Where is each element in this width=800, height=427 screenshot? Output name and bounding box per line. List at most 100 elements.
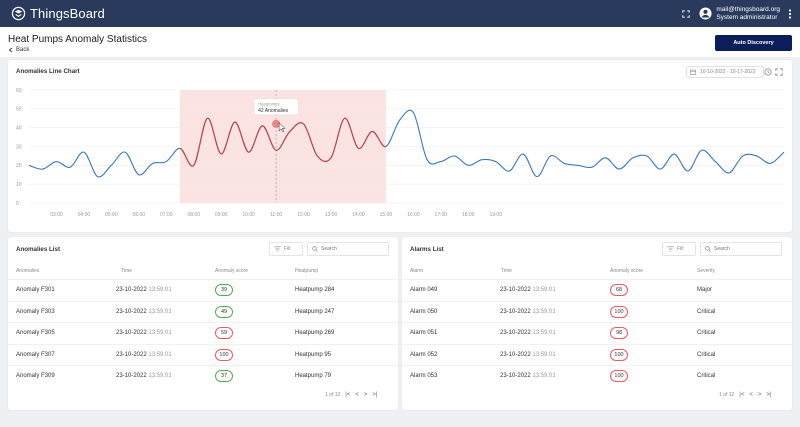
search-icon [312,246,318,252]
back-link[interactable]: Back [8,47,29,53]
first-page-icon[interactable]: |< [739,392,745,398]
score-badge: 100 [610,348,628,361]
score-badge: 100 [215,348,233,361]
tooltip-box [253,98,299,116]
row-clock: 13:59:01 [532,308,556,315]
table-row[interactable]: Anomaly F307 23-10-2022 13:59:01 100 Heatpu… [8,343,398,365]
x-tick-label: 14:00 [352,212,365,218]
table-row[interactable]: Alarm 053 23-10-2022 13:59:01 100 Critical [402,365,792,386]
user-email: mail@thingsboard.org [716,6,780,13]
x-tick-label: 11:00 [270,212,282,218]
row-time: 23-10-2022 13:59:01 [500,352,556,358]
row-clock: 13:59:01 [532,373,556,379]
row-time: 23-10-2022 13:59:01 [116,287,172,293]
alarms-search-input[interactable] [714,246,774,252]
anomalies-pagination: 1 of 12 |< < > >| [325,392,377,398]
x-tick-label: 13:00 [325,212,338,218]
date-range-text: 10-10-2022 - 10-17-2022 [700,69,756,75]
row-heatpump: Heatpump 269 [295,330,335,336]
previous-page-icon[interactable]: < [749,392,753,398]
x-tick-label: 07:00 [160,212,173,218]
table-row[interactable]: Anomaly F301 23-10-2022 13:59:01 39 Heatpum… [8,279,398,300]
x-tick-label: 10:00 [242,212,255,218]
row-clock: 13:59:01 [532,351,556,358]
y-tick-label: 0 [16,201,19,207]
table-row[interactable]: Alarm 049 23-10-2022 13:59:01 68 Major [402,279,792,300]
top-bar: ThingsBoard mail@thingsboard.org System … [0,0,800,27]
thingsboard-logo-icon [11,6,26,21]
x-tick-label: 05:00 [105,212,118,218]
row-clock: 13:59:01 [148,351,172,358]
first-page-icon[interactable]: |< [345,392,351,398]
tooltip-label: Heatpumps [258,101,279,106]
anomalies-line-chart: 0 10 20 30 40 50 60 03:00 04:00 05:00 06:00 07:00 08… [16,88,785,218]
row-date: 23-10-2022 [500,287,531,293]
row-severity: Major [697,287,713,293]
row-severity: Critical [697,351,716,358]
app-logo[interactable]: ThingsBoard [11,6,105,21]
x-tick-label: 17:00 [435,212,448,218]
last-page-icon[interactable]: >| [766,392,772,398]
table-row[interactable]: Alarm 051 23-10-2022 13:59:01 98 Critical [402,322,792,343]
filter-label: Filt [677,246,684,252]
column-header-anomaly-score[interactable]: Anomaly score [215,268,249,274]
row-heatpump: Heatpump 247 [295,308,335,315]
page-header [0,27,800,57]
account-icon[interactable] [699,7,712,20]
filter-label: Filt [284,246,291,252]
table-row[interactable]: Anomaly F305 23-10-2022 13:59:01 59 Heatpum… [8,322,398,343]
fullscreen-icon[interactable] [682,9,690,18]
score-badge: 59 [215,327,233,339]
x-tick-label: 16:00 [407,212,420,218]
row-date: 23-10-2022 [500,351,531,358]
column-header-alarm[interactable]: Alarm [410,268,424,274]
x-tick-label: 15:00 [380,212,393,218]
column-header-anomaly-score[interactable]: Anomaly score [610,268,644,274]
table-row[interactable]: Alarm 052 23-10-2022 13:59:01 100 Critical [402,343,792,365]
row-heatpump: Heatpump 95 [295,351,332,358]
anomalies-search-box[interactable] [307,242,389,256]
row-date: 23-10-2022 [116,287,147,293]
table-row[interactable]: Alarm 050 23-10-2022 13:59:01 100 Critical [402,300,792,322]
row-time: 23-10-2022 13:59:01 [116,373,172,379]
alarms-filter-button[interactable]: Filt [662,242,696,256]
calendar-icon [690,69,696,75]
table-row[interactable]: Anomaly F309 23-10-2022 13:59:01 37 Heatpum… [8,365,398,386]
tooltip-point [272,119,281,128]
fullscreen-icon[interactable] [775,68,783,76]
table-row[interactable]: Anomaly F303 23-10-2022 13:59:01 49 Heatpum… [8,300,398,322]
row-name: Alarm 052 [410,351,438,358]
column-header-heatpump[interactable]: Heatpump [295,268,319,274]
row-time: 23-10-2022 13:59:01 [500,309,556,315]
last-page-icon[interactable]: >| [372,392,378,398]
date-range-picker[interactable]: 10-10-2022 - 10-17-2022 [686,66,764,78]
column-header-anomalies[interactable]: Anomalies [16,268,40,274]
row-time: 23-10-2022 13:59:01 [116,309,172,315]
alarms-search-box[interactable] [700,242,782,256]
x-tick-label: 08:00 [187,212,200,218]
next-page-icon[interactable]: > [757,392,762,398]
column-header-time[interactable]: Time [501,268,512,274]
row-clock: 13:59:01 [148,373,172,379]
kebab-menu-icon[interactable] [788,8,792,19]
previous-page-icon[interactable]: < [355,392,359,398]
y-tick-label: 30 [16,144,22,150]
series-line [28,109,785,178]
anomalies-filter-button[interactable]: Filt [269,242,303,256]
column-header-time[interactable]: Time [121,268,132,274]
row-name: Anomaly F305 [16,330,55,336]
next-page-icon[interactable]: > [363,392,368,398]
row-date: 23-10-2022 [500,330,531,336]
highlight-region [180,90,386,203]
anomalies-search-input[interactable] [321,246,381,252]
history-icon[interactable] [764,68,772,76]
row-severity: Critical [697,373,716,379]
row-date: 23-10-2022 [500,373,531,379]
user-info[interactable]: mail@thingsboard.org System administrato… [716,6,780,21]
auto-discovery-button[interactable]: Auto Discovery [715,35,792,51]
row-name: Anomaly F301 [16,287,55,293]
row-date: 23-10-2022 [116,351,147,358]
x-tick-label: 19:00 [489,212,502,218]
row-heatpump: Heatpump 284 [295,287,335,293]
column-header-severity[interactable]: Severity [697,268,716,274]
